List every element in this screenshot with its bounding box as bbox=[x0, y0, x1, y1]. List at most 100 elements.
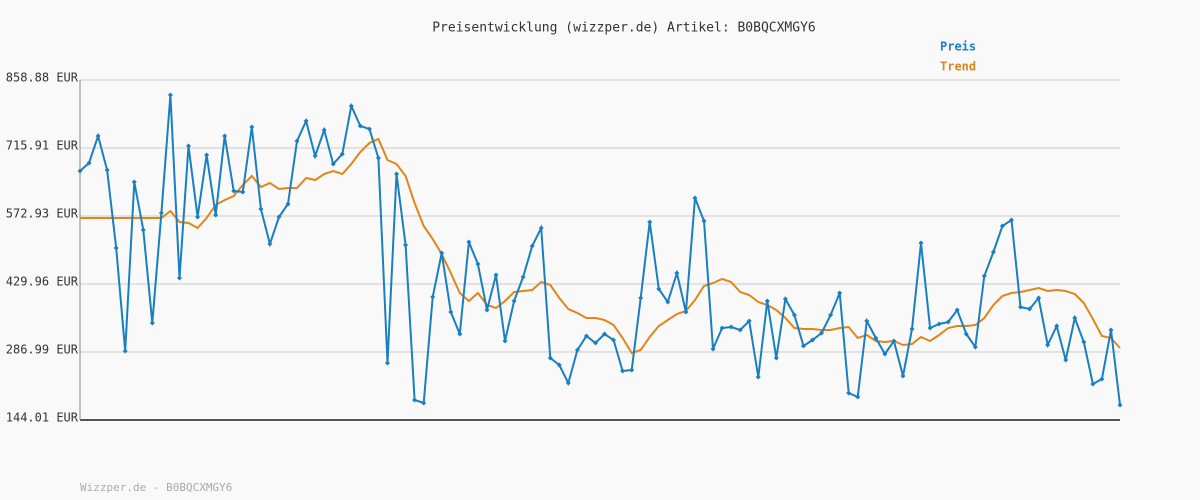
point-marker bbox=[990, 249, 996, 255]
y-tick-label: 858.88 EUR bbox=[6, 71, 79, 85]
point-marker bbox=[502, 338, 508, 344]
y-tick-label: 144.01 EUR bbox=[6, 411, 79, 425]
point-marker bbox=[918, 240, 924, 246]
legend-label: Trend bbox=[940, 60, 976, 74]
point-marker bbox=[620, 368, 626, 374]
point-marker bbox=[1108, 327, 1114, 333]
point-marker bbox=[810, 337, 816, 343]
point-marker bbox=[140, 227, 146, 233]
point-marker bbox=[665, 299, 671, 305]
point-marker bbox=[86, 160, 92, 166]
point-marker bbox=[167, 92, 173, 98]
point-marker bbox=[1099, 376, 1105, 382]
point-marker bbox=[104, 167, 110, 173]
point-marker bbox=[176, 275, 182, 281]
point-marker bbox=[321, 127, 327, 133]
point-marker bbox=[348, 103, 354, 109]
point-marker bbox=[484, 307, 490, 313]
point-marker bbox=[195, 214, 201, 220]
point-marker bbox=[565, 380, 571, 386]
point-marker bbox=[330, 161, 336, 167]
point-marker bbox=[520, 274, 526, 280]
point-marker bbox=[927, 325, 933, 331]
footer: Wizzper.de - B0BQCXMGY6 bbox=[80, 481, 232, 494]
point-marker bbox=[728, 324, 734, 330]
point-marker bbox=[999, 223, 1005, 229]
chart-title: Preisentwicklung (wizzper.de) Artikel: B… bbox=[432, 21, 816, 36]
point-marker bbox=[611, 337, 617, 343]
point-marker bbox=[439, 250, 445, 256]
y-tick-label: 429.96 EUR bbox=[6, 274, 79, 288]
point-marker bbox=[683, 309, 689, 315]
point-marker bbox=[574, 347, 580, 353]
point-marker bbox=[647, 219, 653, 225]
point-marker bbox=[873, 335, 879, 341]
point-marker bbox=[746, 318, 752, 324]
point-marker bbox=[222, 133, 228, 139]
point-marker bbox=[963, 331, 969, 337]
point-marker bbox=[511, 298, 517, 304]
point-marker bbox=[674, 270, 680, 276]
y-tick-label: 715.91 EUR bbox=[6, 138, 79, 152]
point-marker bbox=[909, 326, 915, 332]
point-marker bbox=[384, 360, 390, 366]
point-marker bbox=[602, 331, 608, 337]
point-marker bbox=[538, 225, 544, 231]
point-marker bbox=[113, 245, 119, 251]
point-marker bbox=[764, 298, 770, 304]
point-marker bbox=[357, 123, 363, 129]
point-marker bbox=[547, 355, 553, 361]
point-marker bbox=[638, 295, 644, 301]
y-tick-label: 572.93 EUR bbox=[6, 207, 79, 221]
point-marker bbox=[430, 294, 436, 300]
point-marker bbox=[240, 189, 246, 195]
point-marker bbox=[719, 325, 725, 331]
point-marker bbox=[882, 351, 888, 357]
point-marker bbox=[1008, 217, 1014, 223]
point-marker bbox=[1117, 402, 1123, 408]
point-marker bbox=[285, 201, 291, 207]
point-marker bbox=[276, 214, 282, 220]
point-marker bbox=[710, 346, 716, 352]
point-marker bbox=[267, 241, 273, 247]
point-marker bbox=[592, 340, 598, 346]
point-marker bbox=[1054, 323, 1060, 329]
point-marker bbox=[1018, 304, 1024, 310]
point-marker bbox=[737, 327, 743, 333]
point-marker bbox=[837, 290, 843, 296]
point-marker bbox=[213, 212, 219, 218]
point-marker bbox=[475, 261, 481, 267]
point-marker bbox=[339, 151, 345, 157]
point-marker bbox=[629, 367, 635, 373]
point-marker bbox=[782, 296, 788, 302]
point-marker bbox=[773, 355, 779, 361]
point-marker bbox=[981, 273, 987, 279]
point-marker bbox=[791, 312, 797, 318]
point-marker bbox=[828, 312, 834, 318]
point-marker bbox=[972, 344, 978, 350]
point-marker bbox=[231, 188, 237, 194]
point-marker bbox=[394, 171, 400, 177]
point-marker bbox=[864, 318, 870, 324]
point-marker bbox=[1081, 339, 1087, 345]
point-marker bbox=[412, 397, 418, 403]
series-line bbox=[80, 137, 1121, 355]
point-marker bbox=[421, 400, 427, 406]
point-marker bbox=[529, 243, 535, 249]
point-marker bbox=[122, 348, 128, 354]
point-marker bbox=[457, 331, 463, 337]
point-marker bbox=[303, 118, 309, 124]
point-marker bbox=[583, 333, 589, 339]
point-marker bbox=[945, 319, 951, 325]
y-tick-label: 286.99 EUR bbox=[6, 342, 79, 356]
point-marker bbox=[1072, 315, 1078, 321]
point-marker bbox=[1090, 381, 1096, 387]
point-marker bbox=[149, 320, 155, 326]
point-marker bbox=[493, 272, 499, 278]
point-marker bbox=[258, 206, 264, 212]
point-marker bbox=[755, 374, 761, 380]
point-marker bbox=[204, 152, 210, 158]
point-marker bbox=[855, 394, 861, 400]
point-marker bbox=[249, 124, 255, 130]
point-marker bbox=[846, 390, 852, 396]
